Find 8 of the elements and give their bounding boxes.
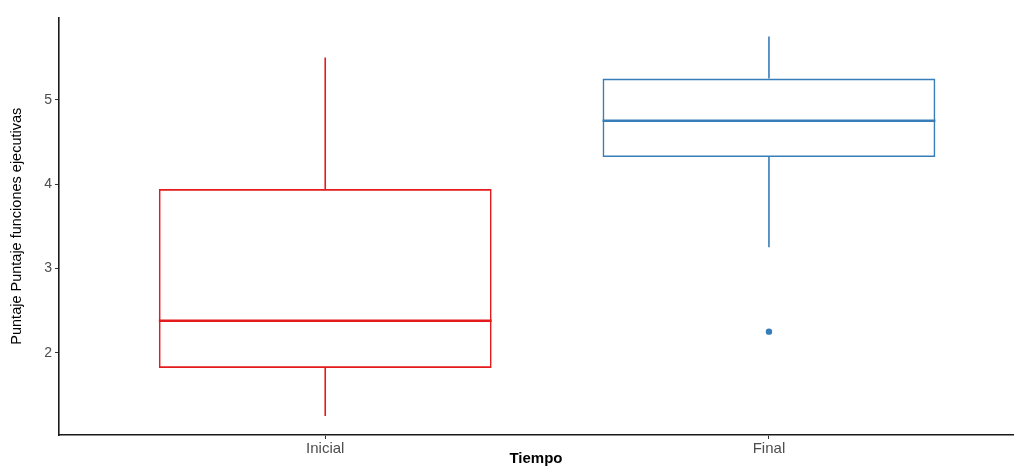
y-tick-label: 5 [44,90,53,107]
x-axis-title: Tiempo [509,449,563,467]
y-tick-label: 4 [44,174,53,191]
x-tick-label: Inicial [306,439,345,457]
y-tick-label: 3 [44,259,53,276]
y-tick-label: 2 [44,343,53,360]
y-axis-title: Puntaje Puntaje funciones ejecutivas [7,107,24,345]
x-tick-label: Final [752,439,786,457]
